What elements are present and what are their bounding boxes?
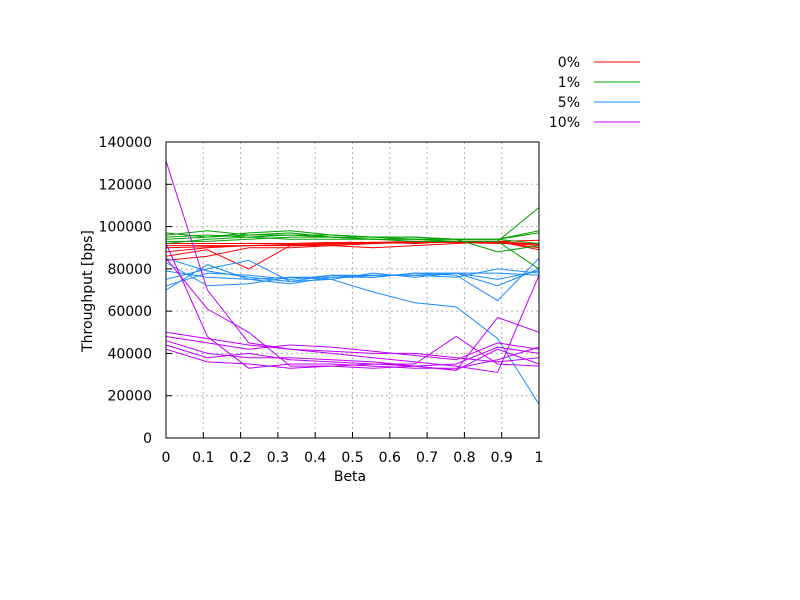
y-tick-label: 60000 xyxy=(107,304,152,320)
x-tick-label: 0.1 xyxy=(192,450,214,466)
series-line xyxy=(165,257,540,287)
x-tick-label: 0.4 xyxy=(304,450,326,466)
y-tick-label: 40000 xyxy=(107,346,152,362)
x-axis-label: Beta xyxy=(334,469,366,485)
x-tick-label: 0 xyxy=(162,450,171,466)
series-line xyxy=(165,335,540,367)
y-tick-label: 0 xyxy=(143,431,152,447)
grid xyxy=(166,142,539,438)
x-tick-label: 0.9 xyxy=(491,450,513,466)
tick-labels: 0 0.1 0.2 0.3 0.4 0.5 0.6 0.7 0.8 0.9 1 0 20000 40000… xyxy=(99,135,544,466)
legend-label: 0% xyxy=(558,55,580,71)
x-tick-label: 1 xyxy=(535,450,544,466)
series-line xyxy=(166,236,540,253)
legend-label: 5% xyxy=(558,95,580,111)
legend: 0% 1% 5% 10% xyxy=(549,55,640,131)
series-line xyxy=(165,232,540,240)
x-tick-label: 0.8 xyxy=(453,450,475,466)
series-line xyxy=(165,160,540,374)
series-line xyxy=(165,331,540,363)
series-10pct xyxy=(165,160,540,374)
legend-label: 1% xyxy=(558,75,580,91)
x-tick-label: 0.3 xyxy=(267,450,289,466)
series-5pct xyxy=(165,257,540,405)
x-tick-label: 0.7 xyxy=(416,450,438,466)
y-tick-label: 100000 xyxy=(99,220,152,236)
series-line xyxy=(165,264,540,291)
series-1pct xyxy=(165,207,540,270)
series-line xyxy=(165,336,540,361)
legend-label: 10% xyxy=(549,115,580,131)
series-line xyxy=(165,257,540,302)
series-lines xyxy=(165,160,540,405)
series-line xyxy=(165,240,539,261)
y-tick-label: 80000 xyxy=(107,262,152,278)
y-axis-label: Throughput [bps] xyxy=(80,230,96,353)
series-line xyxy=(165,257,540,371)
x-tick-label: 0.6 xyxy=(379,450,401,466)
y-tick-label: 20000 xyxy=(107,389,152,405)
y-tick-label: 120000 xyxy=(99,177,152,193)
series-line xyxy=(165,346,540,369)
x-tick-label: 0.2 xyxy=(229,450,251,466)
y-tick-label: 140000 xyxy=(99,135,152,151)
series-0pct xyxy=(165,239,540,270)
series-line xyxy=(165,259,540,405)
series-line xyxy=(165,236,540,270)
x-tick-label: 0.5 xyxy=(341,450,363,466)
